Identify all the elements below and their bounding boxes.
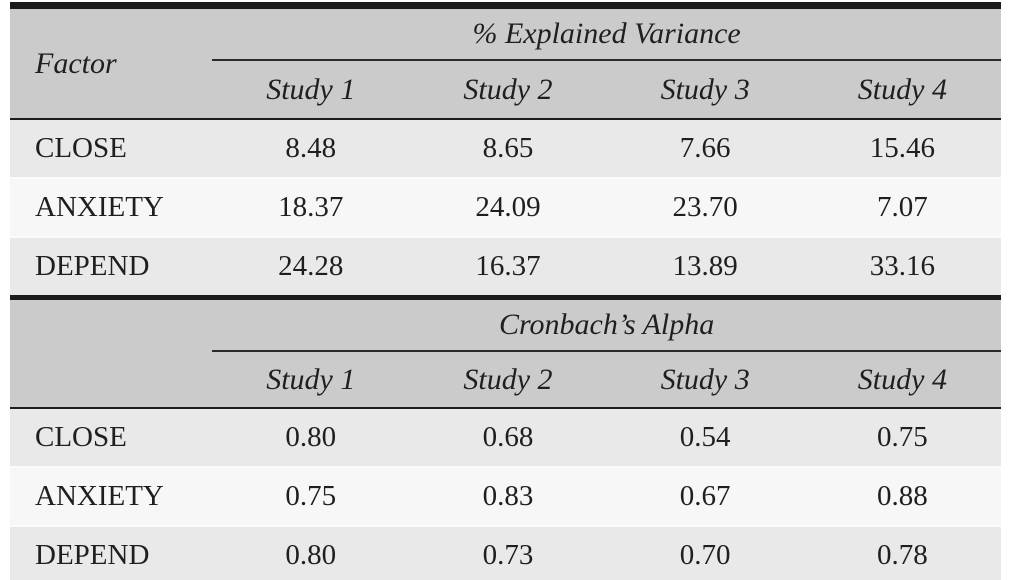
factor-statistics-table: Factor % Explained Variance Study 1 Stud… [10, 2, 1001, 580]
value-cell: 24.09 [409, 177, 607, 237]
section2-title: Cronbach’s Alpha [212, 295, 1001, 352]
value-cell: 0.73 [409, 525, 607, 580]
section2-title-row: Cronbach’s Alpha [10, 295, 1001, 409]
value-cell: 0.75 [803, 408, 1001, 467]
value-cell: 15.46 [803, 119, 1001, 178]
value-cell: 33.16 [803, 236, 1001, 298]
factor-label: CLOSE [10, 119, 213, 178]
value-cell: 7.07 [803, 177, 1001, 237]
section1-title: % Explained Variance [212, 5, 1001, 61]
value-cell: 13.89 [606, 236, 804, 298]
value-cell: 0.88 [803, 466, 1001, 526]
value-cell: 24.28 [212, 236, 410, 298]
value-cell: 0.80 [212, 525, 410, 580]
value-cell: 0.78 [803, 525, 1001, 580]
section2-col-header-study4: Study 4 [803, 351, 1001, 409]
value-cell: 16.37 [409, 236, 607, 298]
value-cell: 0.54 [606, 408, 804, 467]
section1-study-header-row: Study 1 Study 2 Study 3 Study 4 [10, 60, 1001, 120]
value-cell: 0.70 [606, 525, 804, 580]
empty-factor-cell [10, 295, 213, 409]
table-row-anxiety-alpha: ANXIETY 0.75 0.83 0.67 0.88 [10, 466, 1001, 526]
section1-col-header-study4: Study 4 [803, 60, 1001, 120]
value-cell: 8.65 [409, 119, 607, 178]
section2-col-header-study2: Study 2 [409, 351, 607, 409]
value-cell: 0.67 [606, 466, 804, 526]
value-cell: 0.68 [409, 408, 607, 467]
section1-col-header-study2: Study 2 [409, 60, 607, 120]
factor-label: CLOSE [10, 408, 213, 467]
table-row-depend-alpha: DEPEND 0.80 0.73 0.70 0.78 [10, 525, 1001, 580]
table-row-close-variance: CLOSE 8.48 8.65 7.66 15.46 [10, 119, 1001, 178]
value-cell: 7.66 [606, 119, 804, 178]
value-cell: 0.83 [409, 466, 607, 526]
factor-column-header: Factor [10, 5, 213, 120]
section1-col-header-study3: Study 3 [606, 60, 804, 120]
factor-label: ANXIETY [10, 177, 213, 237]
factor-label: DEPEND [10, 525, 213, 580]
section1-col-header-study1: Study 1 [212, 60, 410, 120]
section1-title-row: Factor % Explained Variance [10, 5, 1001, 120]
table-row-close-alpha: CLOSE 0.80 0.68 0.54 0.75 [10, 408, 1001, 467]
value-cell: 8.48 [212, 119, 410, 178]
section2-col-header-study1: Study 1 [212, 351, 410, 409]
factor-label: ANXIETY [10, 466, 213, 526]
value-cell: 18.37 [212, 177, 410, 237]
factor-label: DEPEND [10, 236, 213, 298]
value-cell: 0.75 [212, 466, 410, 526]
section2-study-header-row: Study 1 Study 2 Study 3 Study 4 [10, 351, 1001, 409]
value-cell: 0.80 [212, 408, 410, 467]
section2-col-header-study3: Study 3 [606, 351, 804, 409]
table-row-anxiety-variance: ANXIETY 18.37 24.09 23.70 7.07 [10, 177, 1001, 237]
value-cell: 23.70 [606, 177, 804, 237]
table-row-depend-variance: DEPEND 24.28 16.37 13.89 33.16 [10, 236, 1001, 298]
